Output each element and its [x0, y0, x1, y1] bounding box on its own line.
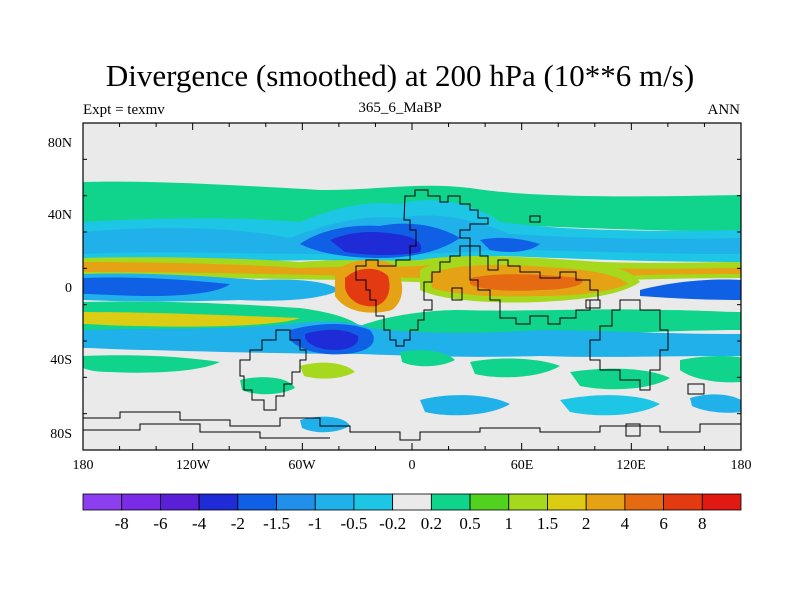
colorbar-swatch [198, 493, 239, 511]
season-label: ANN [707, 102, 741, 118]
colorbar-swatch [701, 493, 742, 511]
colorbar-label: 6 [659, 514, 668, 533]
colorbar-label: 1.5 [537, 514, 558, 533]
lon-label-180e: 180 [731, 458, 752, 473]
contour-positive-south-core [83, 312, 300, 327]
contour-negative-equatorial-core [83, 277, 230, 296]
contour-negative-center [330, 232, 422, 255]
coastline-layer [83, 189, 741, 441]
contour-positive-s-africa [400, 350, 455, 367]
lat-label-eq: 0 [65, 281, 72, 296]
colorbar-swatch [121, 493, 161, 511]
contour-positive-s-pacific [680, 356, 741, 383]
contour-positive-s-atlantic [300, 362, 355, 379]
colorbar-swatch [624, 493, 664, 511]
coastline-island [687, 383, 705, 395]
experiment-label: Expt = texmv [83, 102, 165, 118]
lon-label-60w: 60W [288, 458, 316, 473]
colorbar-swatch [430, 493, 471, 511]
plot-title: Divergence (smoothed) at 200 hPa (10**6 … [105, 58, 695, 93]
lon-label-120w: 120W [176, 458, 211, 473]
colorbar-swatch [237, 493, 277, 511]
colorbar-swatch [547, 493, 587, 511]
coastline-indonesia [585, 299, 601, 309]
colorbar-label: -2 [231, 514, 245, 533]
lat-label-80s: 80S [50, 427, 72, 442]
coastline-japan [529, 215, 541, 223]
contour-negative-antarctic [300, 416, 350, 433]
colorbar-label: 4 [621, 514, 630, 533]
lon-label-120e: 120E [616, 458, 646, 473]
colorbar: -8 -6 -4 -2 -1.5 -1 -0.5 -0.2 0.2 0.5 1 1.5 2 4 6 8 [82, 493, 742, 533]
colorbar-swatch [508, 493, 548, 511]
contour-positive-s-pacific-west [240, 377, 295, 395]
colorbar-label: -0.5 [340, 514, 367, 533]
contour-positive-s-indian [470, 358, 560, 378]
contour-negative-southern-ocean-east [560, 395, 660, 416]
colorbar-label: -8 [115, 514, 129, 533]
contour-negative-southern-ocean [420, 395, 510, 416]
tick-marks [82, 122, 742, 451]
lat-label-40n: 40N [48, 208, 72, 223]
colorbar-swatch [160, 493, 200, 511]
coastline-australia [589, 299, 669, 391]
colorbar-label: -6 [153, 514, 167, 533]
colorbar-label: -4 [192, 514, 207, 533]
contour-positive-sw [83, 355, 220, 373]
lon-label-0: 0 [409, 458, 416, 473]
contour-negative-s-east [690, 394, 741, 413]
colorbar-label: 2 [582, 514, 591, 533]
coastline-antarctica-inner [83, 423, 330, 439]
field-layer [83, 123, 741, 450]
colorbar-swatch [353, 493, 394, 511]
coastline-arabia [451, 287, 463, 301]
colorbar-label: -0.2 [379, 514, 406, 533]
colorbar-label: -1 [308, 514, 322, 533]
colorbar-label: 1 [505, 514, 514, 533]
run-label: 365_6_MaBP [358, 100, 442, 116]
coastline-antarctica [83, 411, 741, 441]
contour-negative-east [480, 237, 540, 252]
colorbar-swatch [82, 493, 123, 511]
colorbar-label: -1.5 [263, 514, 290, 533]
coastline-africa [355, 189, 489, 347]
colorbar-label: 0.2 [421, 514, 442, 533]
lat-label-40s: 40S [50, 353, 72, 368]
colorbar-swatch [314, 493, 355, 511]
colorbar-swatch [276, 493, 316, 511]
colorbar-swatch [469, 493, 510, 511]
colorbar-swatch [585, 493, 626, 511]
contour-negative-south-max [305, 329, 359, 350]
colorbar-label: 0.5 [459, 514, 480, 533]
lon-label-180w: 180 [73, 458, 94, 473]
coastline-nz [625, 423, 641, 437]
lat-label-80n: 80N [48, 136, 72, 151]
colorbar-label: 8 [698, 514, 707, 533]
colorbar-swatch [392, 493, 432, 511]
lon-label-60e: 60E [511, 458, 534, 473]
colorbar-swatch [663, 493, 703, 511]
contour-negative-south-band [83, 321, 741, 357]
coastline-south-america [239, 329, 307, 411]
contour-negative-pacific [640, 279, 741, 300]
